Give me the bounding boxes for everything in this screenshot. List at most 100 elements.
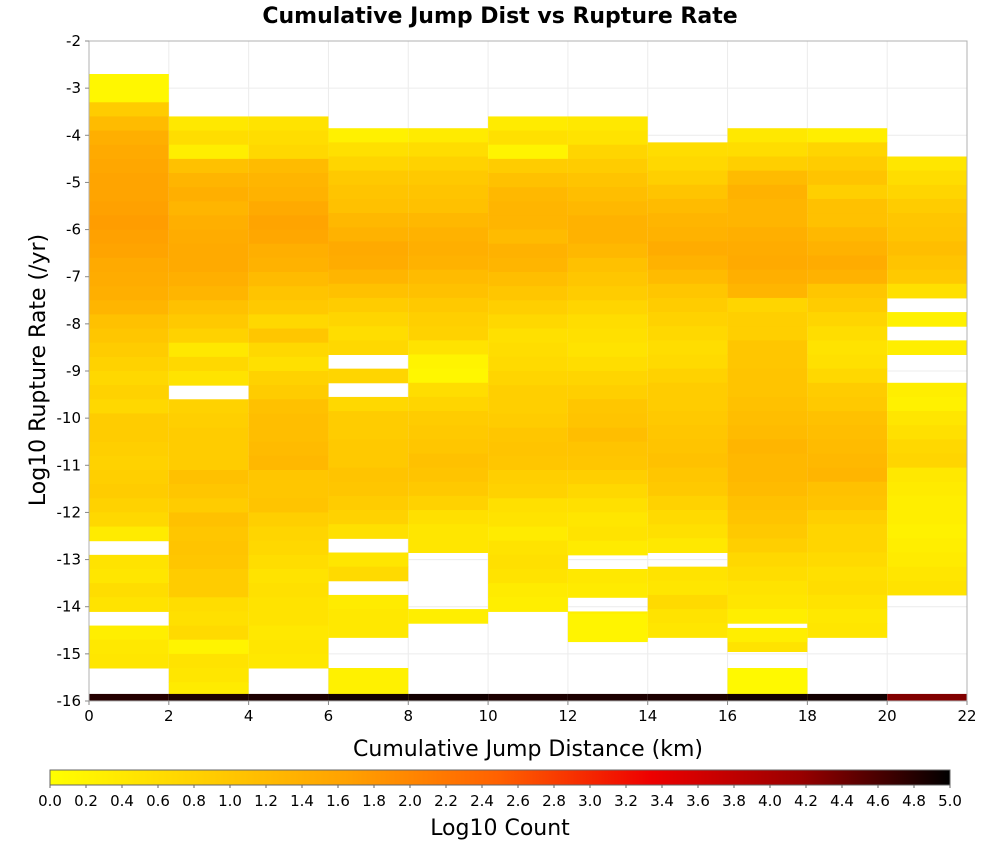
heatmap-cell <box>807 396 888 412</box>
heatmap-cell <box>887 566 967 582</box>
heatmap-cell <box>89 286 169 301</box>
heatmap-cell <box>727 524 808 539</box>
heatmap-cell <box>807 297 888 313</box>
chart-title: Cumulative Jump Dist vs Rupture Rate <box>262 4 737 29</box>
heatmap-cell <box>408 439 489 454</box>
heatmap-cell <box>168 356 249 372</box>
heatmap-cell <box>408 241 489 256</box>
heatmap-cell <box>727 627 808 643</box>
y-tick-label: -6 <box>66 221 81 239</box>
heatmap-cell <box>408 184 489 200</box>
heatmap-cell <box>168 243 249 259</box>
heatmap-cell <box>488 385 568 400</box>
colorbar-tick-label: 3.0 <box>578 792 602 810</box>
heatmap-cell <box>89 74 169 89</box>
heatmap-cell <box>727 495 808 511</box>
heatmap-cell <box>408 269 489 285</box>
heatmap-cell <box>408 693 489 701</box>
heatmap-cell <box>168 682 249 697</box>
heatmap-cell <box>408 609 489 624</box>
heatmap-cell <box>727 396 808 412</box>
heatmap-cell <box>488 116 568 132</box>
heatmap-cell <box>488 229 568 245</box>
heatmap-cell <box>727 510 808 525</box>
heatmap-cell <box>488 455 568 471</box>
heatmap-cell <box>727 198 808 214</box>
y-tick-label: -3 <box>66 79 81 97</box>
heatmap-cell <box>807 283 888 299</box>
heatmap-cell <box>408 396 489 412</box>
heatmap-cell <box>807 510 888 525</box>
heatmap-cell <box>807 382 888 398</box>
heatmap-cell <box>248 201 329 216</box>
heatmap-cell <box>168 427 249 443</box>
colorbar <box>49 769 951 786</box>
colorbar-tick-label: 4.8 <box>902 792 926 810</box>
heatmap-cell <box>408 495 489 511</box>
heatmap-cell <box>248 498 329 513</box>
heatmap-cell <box>727 354 808 370</box>
heatmap-cell <box>248 470 329 485</box>
heatmap-cell <box>408 538 489 553</box>
heatmap-cell <box>408 368 489 384</box>
heatmap-cell <box>168 371 249 386</box>
heatmap-cell <box>248 116 329 132</box>
heatmap-cell <box>647 326 728 341</box>
heatmap-cell <box>89 455 169 471</box>
heatmap-cell <box>89 625 169 641</box>
heatmap-cell <box>807 538 888 553</box>
heatmap-cell <box>408 128 489 143</box>
colorbar-tick-label: 3.4 <box>650 792 674 810</box>
heatmap-cell <box>248 583 329 598</box>
heatmap-cell <box>168 583 249 598</box>
heatmap-cell <box>408 198 489 214</box>
heatmap-cell <box>248 229 329 245</box>
heatmap-cell <box>168 668 249 683</box>
colorbar-tick-label: 0.6 <box>146 792 170 810</box>
heatmap-cell <box>89 243 169 259</box>
heatmap-cell <box>567 314 648 330</box>
heatmap-cell <box>89 554 169 570</box>
heatmap-cell <box>488 526 568 542</box>
colorbar-tick-label: 4.0 <box>758 792 782 810</box>
x-axis-label: Cumulative Jump Distance (km) <box>353 737 703 762</box>
heatmap-cell <box>248 441 329 457</box>
heatmap-cell <box>168 201 249 216</box>
heatmap-cell <box>887 170 967 186</box>
heatmap-cell <box>567 286 648 301</box>
heatmap-cell <box>727 411 808 426</box>
heatmap-cell <box>567 215 648 231</box>
heatmap-cell <box>807 312 888 327</box>
heatmap-cell <box>248 526 329 542</box>
heatmap-cell <box>887 481 967 497</box>
heatmap-cell <box>89 257 169 273</box>
heatmap-cell <box>328 481 409 497</box>
heatmap-cell <box>248 173 329 188</box>
heatmap-cell <box>807 609 888 624</box>
heatmap-cell <box>168 512 249 528</box>
y-tick-label: -14 <box>57 598 82 616</box>
heatmap-cell <box>887 439 967 454</box>
colorbar-tick-label: 0.0 <box>38 792 62 810</box>
heatmap-cell <box>567 540 648 556</box>
heatmap-cell <box>727 227 808 242</box>
heatmap-cell <box>328 668 409 697</box>
heatmap-cell <box>328 495 409 511</box>
heatmap-cell <box>89 356 169 372</box>
heatmap-cell <box>248 399 329 414</box>
heatmap-cell <box>887 467 967 483</box>
heatmap-cell <box>488 484 568 499</box>
heatmap-cell <box>89 639 169 655</box>
heatmap-cell <box>408 453 489 469</box>
heatmap-cell <box>727 255 808 271</box>
y-tick-label: -11 <box>57 456 82 474</box>
heatmap-cell <box>168 187 249 202</box>
heatmap-cell <box>408 425 489 440</box>
heatmap-cell <box>567 526 648 542</box>
heatmap-cell <box>89 371 169 386</box>
heatmap-cell <box>328 241 409 256</box>
colorbar-tick-label: 2.8 <box>542 792 566 810</box>
heatmap-cell <box>567 583 648 598</box>
heatmap-cell <box>887 425 967 440</box>
heatmap-cell <box>567 413 648 429</box>
